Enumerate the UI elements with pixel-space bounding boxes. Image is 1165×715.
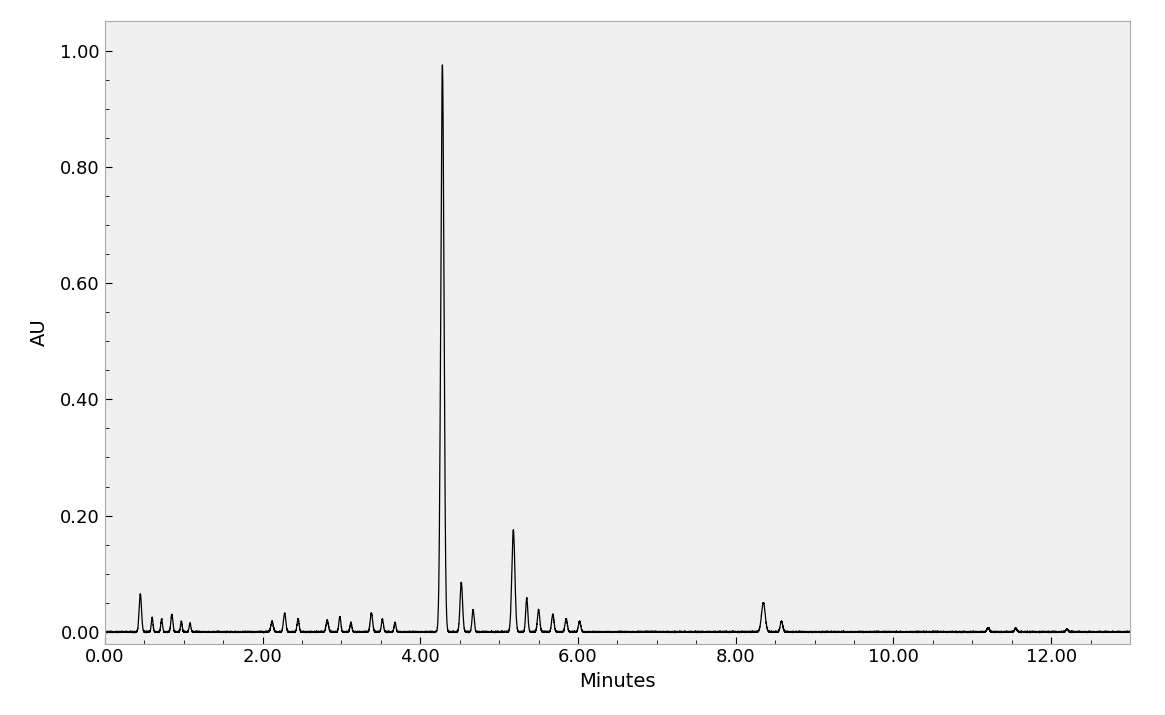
X-axis label: Minutes: Minutes [579, 672, 656, 691]
Y-axis label: AU: AU [30, 319, 49, 346]
